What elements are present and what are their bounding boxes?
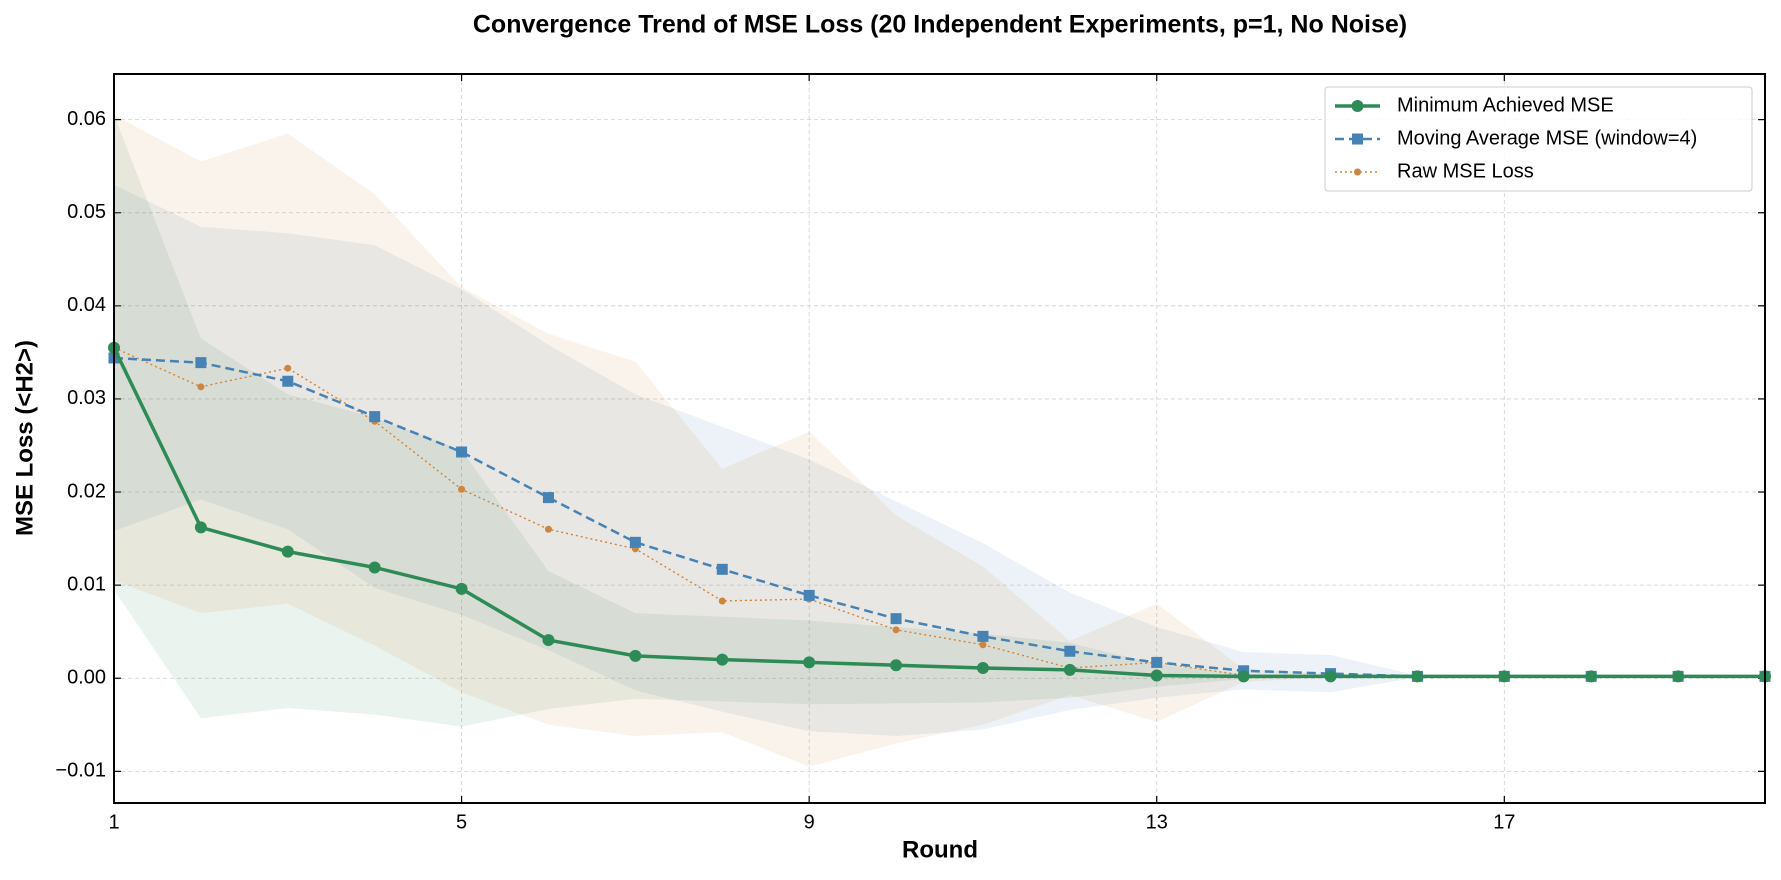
y-tick-label: 0.06	[67, 108, 106, 130]
marker	[282, 375, 294, 387]
marker	[716, 653, 729, 666]
marker	[629, 536, 641, 548]
marker	[1411, 670, 1424, 683]
marker	[977, 630, 989, 642]
marker	[368, 561, 381, 574]
marker	[718, 597, 726, 605]
marker	[195, 357, 207, 369]
x-tick-label: 17	[1493, 811, 1515, 833]
y-tick-label: 0.03	[67, 387, 106, 409]
legend-label: Moving Average MSE (window=4)	[1397, 127, 1697, 149]
y-tick-label: −0.01	[55, 760, 106, 782]
legend-marker	[1351, 100, 1364, 112]
marker	[542, 634, 555, 647]
x-axis-label: Round	[902, 836, 978, 863]
marker	[890, 659, 903, 672]
marker	[194, 521, 207, 534]
x-tick-label: 9	[804, 811, 815, 833]
marker	[1151, 656, 1163, 668]
x-tick-label: 5	[456, 811, 467, 833]
marker	[716, 563, 728, 575]
marker	[1237, 670, 1250, 683]
marker	[1063, 663, 1076, 676]
y-tick-label: 0.01	[67, 573, 106, 595]
marker	[1672, 670, 1685, 683]
marker	[979, 641, 987, 649]
legend-box	[1324, 86, 1753, 192]
y-tick-label: 0.02	[67, 480, 106, 502]
error-band	[114, 184, 1765, 736]
marker	[284, 364, 292, 372]
error-band	[114, 114, 1765, 727]
plot-frame	[113, 73, 1766, 804]
marker	[1324, 670, 1337, 683]
marker	[892, 626, 900, 634]
marker	[197, 383, 205, 391]
marker	[890, 613, 902, 625]
marker	[1498, 670, 1511, 683]
series-line	[112, 346, 1765, 679]
y-axis-label: MSE Loss (<H2>)	[11, 340, 38, 536]
legend-marker	[1352, 133, 1363, 145]
marker	[803, 589, 815, 601]
error-band	[114, 114, 1765, 767]
legend-marker	[1354, 168, 1361, 176]
marker	[803, 656, 816, 669]
x-tick-label: 1	[108, 811, 119, 833]
marker	[976, 662, 989, 674]
legend-label: Raw MSE Loss	[1397, 160, 1534, 182]
marker	[1150, 669, 1163, 682]
y-tick-label: 0.04	[67, 294, 106, 316]
y-tick-label: 0.05	[67, 201, 106, 223]
marker	[458, 485, 466, 493]
marker	[629, 649, 642, 662]
x-tick-label: 13	[1146, 811, 1168, 833]
marker	[1585, 670, 1598, 683]
marker	[456, 446, 468, 458]
marker	[1064, 645, 1076, 657]
marker	[455, 582, 468, 595]
marker	[281, 545, 294, 558]
y-tick-label: 0.00	[67, 667, 106, 689]
chart-title: Convergence Trend of MSE Loss (20 Indepe…	[473, 11, 1407, 39]
legend-label: Minimum Achieved MSE	[1397, 94, 1614, 116]
marker	[369, 411, 381, 423]
marker	[542, 492, 554, 504]
marker	[544, 525, 552, 533]
